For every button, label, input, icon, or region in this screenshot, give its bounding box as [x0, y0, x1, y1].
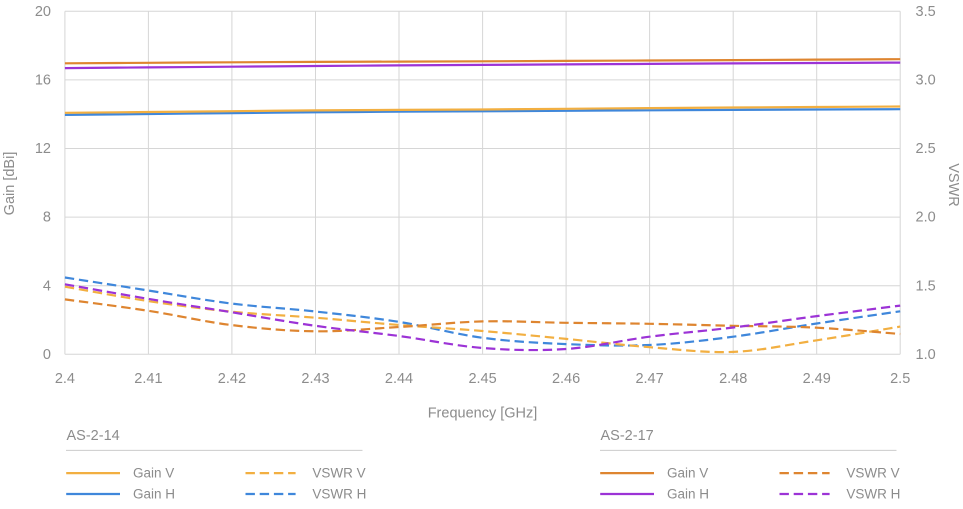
svg-text:VSWR V: VSWR V: [312, 466, 365, 481]
svg-text:Gain V: Gain V: [667, 466, 708, 481]
svg-text:VSWR H: VSWR H: [312, 486, 366, 501]
svg-text:2.44: 2.44: [385, 371, 413, 387]
svg-text:2.41: 2.41: [134, 371, 162, 387]
svg-text:8: 8: [43, 210, 51, 226]
svg-text:2.5: 2.5: [890, 371, 910, 387]
svg-text:20: 20: [35, 4, 51, 20]
svg-text:1.5: 1.5: [916, 278, 936, 294]
svg-text:VSWR H: VSWR H: [846, 486, 900, 501]
svg-text:Frequency [GHz]: Frequency [GHz]: [428, 405, 538, 421]
svg-text:2.0: 2.0: [916, 210, 936, 226]
svg-text:2.43: 2.43: [301, 371, 329, 387]
svg-text:AS-2-17: AS-2-17: [601, 428, 654, 444]
svg-text:2.5: 2.5: [916, 141, 936, 157]
svg-text:2.46: 2.46: [552, 371, 580, 387]
svg-text:2.45: 2.45: [468, 371, 496, 387]
svg-text:0: 0: [43, 347, 51, 363]
svg-text:4: 4: [43, 278, 51, 294]
svg-text:1.0: 1.0: [916, 347, 936, 363]
svg-text:VSWR V: VSWR V: [846, 466, 899, 481]
svg-text:VSWR: VSWR: [945, 163, 961, 207]
svg-text:2.49: 2.49: [803, 371, 831, 387]
svg-text:12: 12: [35, 141, 51, 157]
svg-text:Gain V: Gain V: [133, 466, 174, 481]
svg-text:3.5: 3.5: [916, 4, 936, 20]
svg-text:Gain [dBi]: Gain [dBi]: [2, 152, 18, 216]
svg-text:2.47: 2.47: [635, 371, 663, 387]
svg-text:16: 16: [35, 73, 51, 89]
svg-text:Gain H: Gain H: [133, 486, 175, 501]
svg-text:2.4: 2.4: [55, 371, 75, 387]
svg-text:AS-2-14: AS-2-14: [67, 428, 120, 444]
svg-text:2.48: 2.48: [719, 371, 747, 387]
svg-text:Gain H: Gain H: [667, 486, 709, 501]
svg-text:2.42: 2.42: [218, 371, 246, 387]
svg-text:3.0: 3.0: [916, 73, 936, 89]
